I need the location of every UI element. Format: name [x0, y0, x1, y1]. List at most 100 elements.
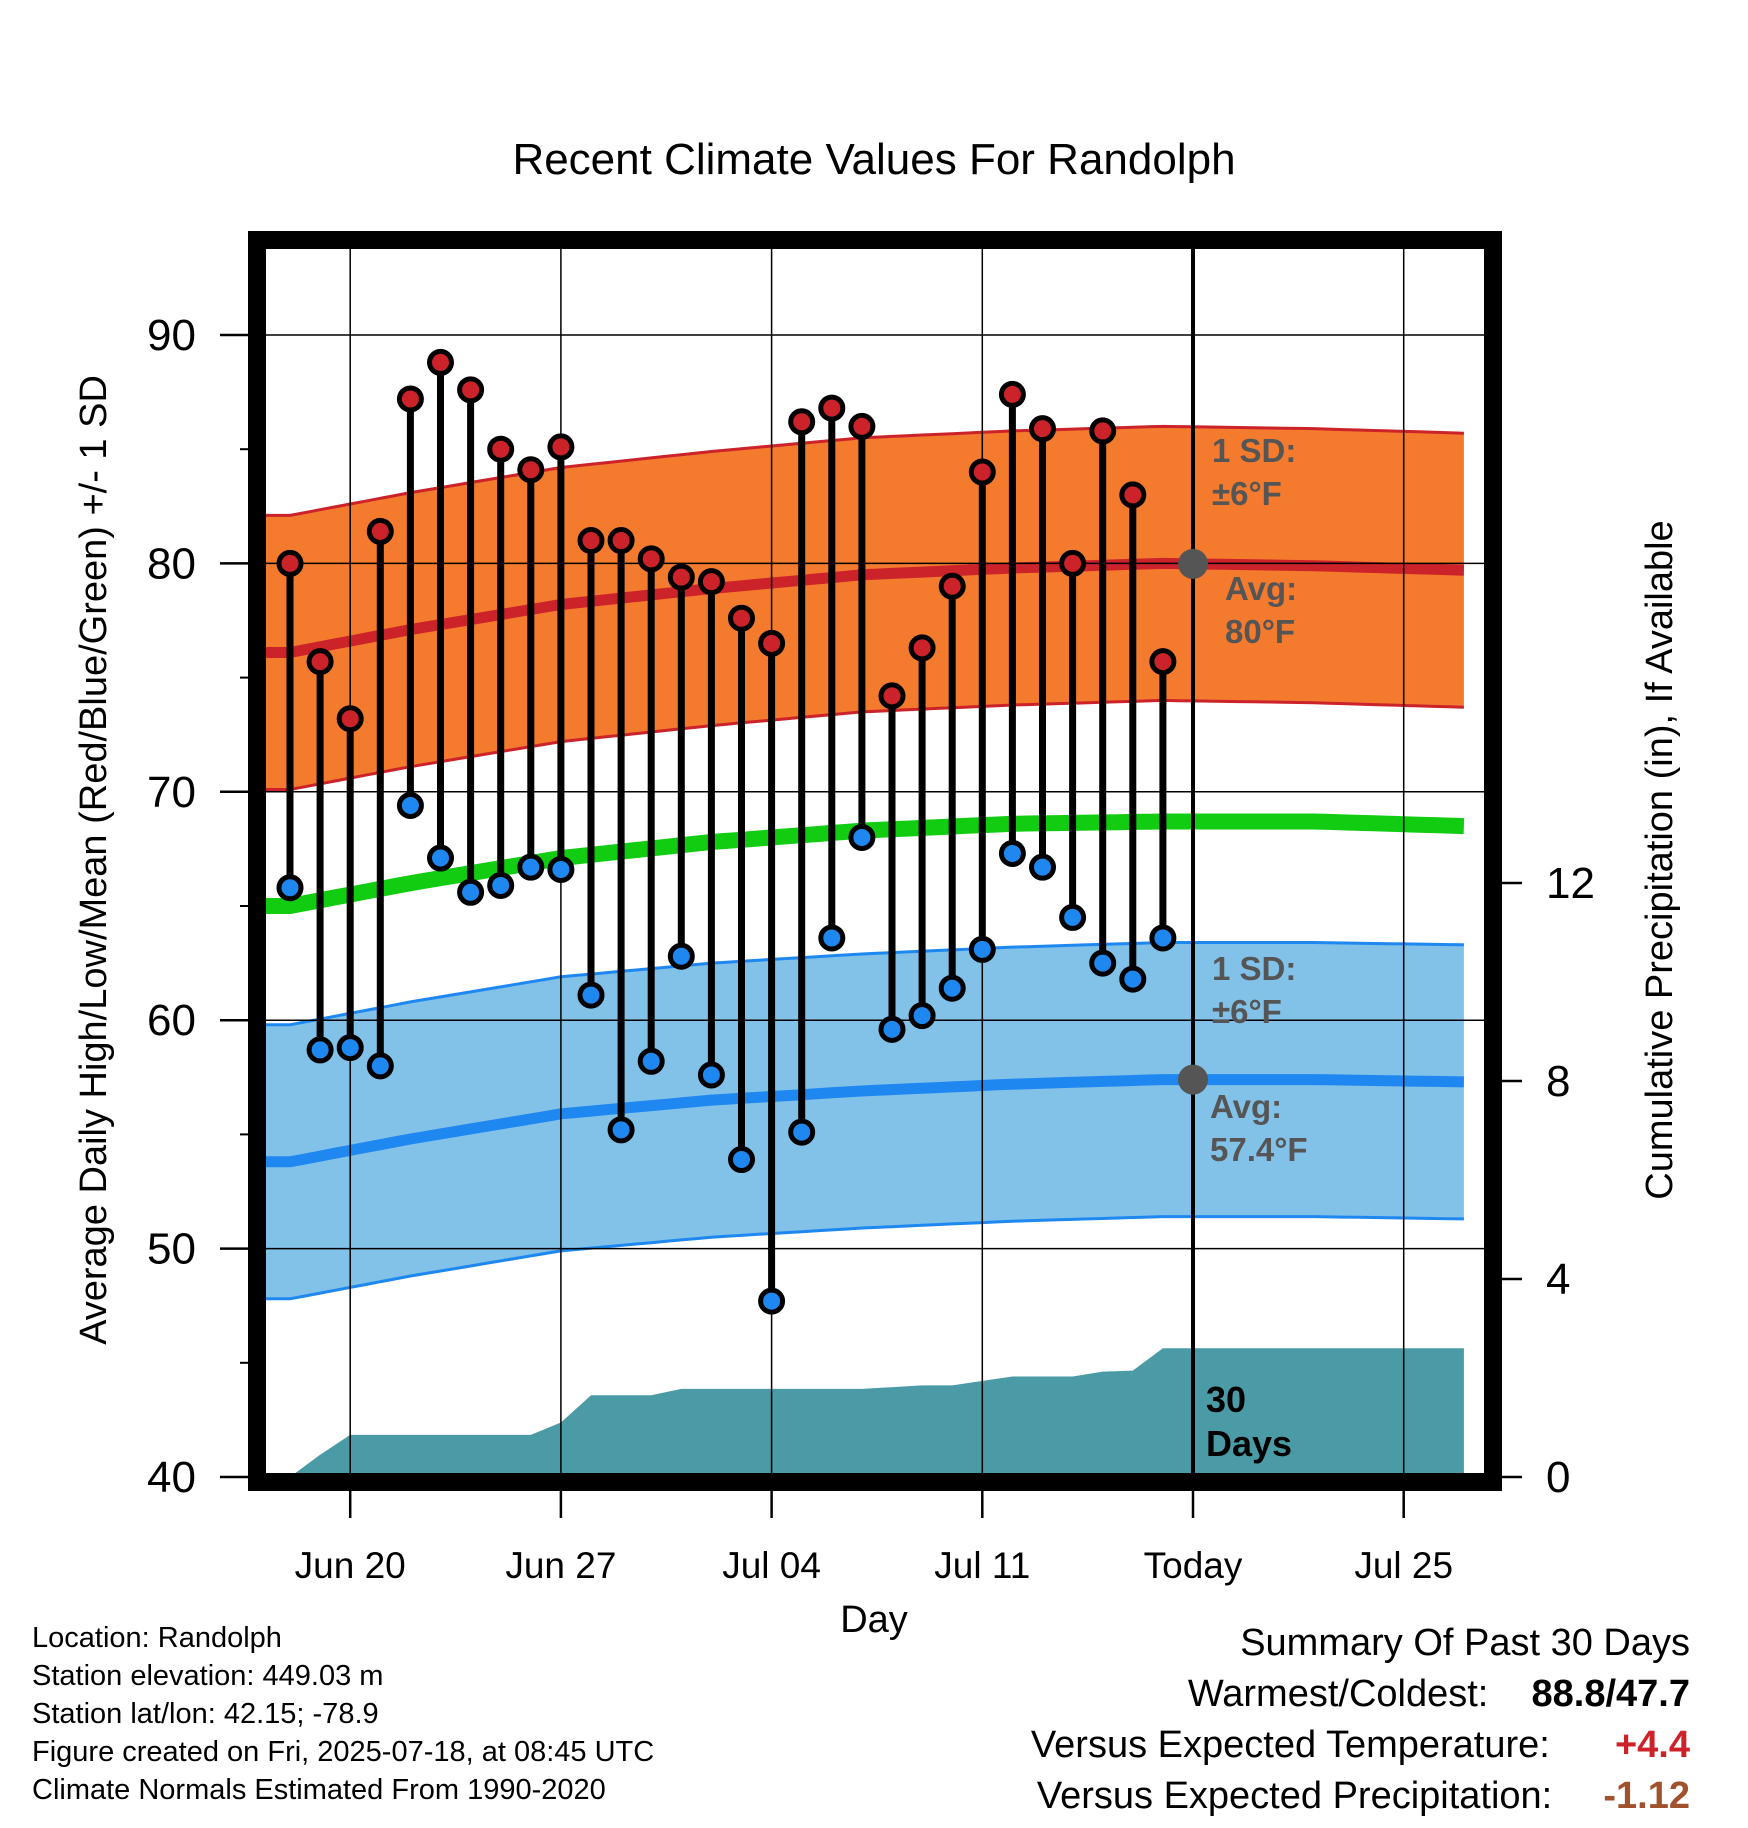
daily-low-point [547, 855, 575, 883]
annotation-high-sd-value: ±6°F [1212, 475, 1282, 512]
daily-high-point [276, 549, 304, 577]
daily-low-point [818, 924, 846, 952]
daily-low-point [788, 1118, 816, 1146]
daily-high-point [968, 458, 996, 486]
y-left-tick-label: 80 [147, 539, 196, 588]
meta-latlon: Station lat/lon: 42.15; -78.9 [32, 1698, 379, 1730]
daily-high-point [998, 380, 1026, 408]
daily-high-point [667, 563, 695, 591]
plot-frame [248, 231, 1502, 1491]
daily-high-point [607, 527, 635, 555]
daily-high-point [1059, 549, 1087, 577]
x-tick-label: Jul 04 [722, 1545, 821, 1586]
daily-low-point [667, 942, 695, 970]
daily-low-point [306, 1036, 334, 1064]
daily-high-point [908, 634, 936, 662]
daily-low-point [1149, 924, 1177, 952]
daily-low-point [427, 844, 454, 872]
y-left-tick-label: 60 [147, 996, 196, 1045]
summary-slash: / [1605, 1673, 1617, 1715]
summary-precipitation: Versus Expected Precipitation: -1.12 [1037, 1775, 1690, 1818]
x-tick-label: Jun 27 [505, 1545, 616, 1586]
y-left-tick-label: 40 [147, 1453, 196, 1502]
daily-low-point [366, 1052, 394, 1080]
summary-warmest: 88.8 [1531, 1673, 1606, 1715]
y-left-axis-label: Average Daily High/Low/Mean (Red/Blue/Gr… [73, 375, 115, 1345]
summary-coldest: 47.7 [1616, 1673, 1690, 1715]
daily-high-point [487, 435, 515, 463]
daily-low-point [577, 981, 605, 1009]
daily-high-point [758, 629, 786, 657]
daily-high-point [697, 568, 725, 596]
summary-temperature: Versus Expected Temperature: +4.4 [1031, 1724, 1690, 1767]
daily-high-point [366, 517, 394, 545]
daily-low-point [697, 1061, 725, 1089]
y-right-tick-label: 0 [1546, 1453, 1570, 1502]
daily-low-point [848, 823, 876, 851]
meta-elevation: Station elevation: 449.03 m [32, 1660, 384, 1692]
daily-low-point [396, 792, 424, 820]
summary-title: Summary Of Past 30 Days [1240, 1622, 1690, 1664]
daily-high-point [637, 545, 665, 573]
y-left-tick-label: 50 [147, 1225, 196, 1274]
daily-low-point [938, 974, 966, 1002]
precipitation-area [290, 1348, 1464, 1477]
meta-created: Figure created on Fri, 2025-07-18, at 08… [32, 1736, 655, 1768]
daily-high-point [336, 705, 364, 733]
daily-low-point [637, 1047, 665, 1075]
daily-high-point [396, 385, 424, 413]
y-right-tick-label: 8 [1546, 1057, 1570, 1106]
daily-low-point [758, 1287, 786, 1315]
daily-high-point [427, 348, 454, 376]
summary-temp-value: +4.4 [1614, 1724, 1690, 1766]
daily-high-point [1119, 481, 1147, 509]
daily-low-point [728, 1146, 755, 1174]
daily-low-point [1119, 965, 1147, 993]
annotation-high-avg-value: 80°F [1225, 613, 1295, 650]
daily-high-point [788, 408, 816, 436]
daily-high-point [1149, 648, 1177, 676]
daily-high-point [517, 456, 545, 484]
annotation-low-sd-value: ±6°F [1212, 993, 1282, 1030]
daily-low-point [607, 1116, 635, 1144]
summary-precip-value: -1.12 [1603, 1775, 1690, 1817]
summary-warm-cold: Warmest/Coldest: 88.8/47.7 [1188, 1673, 1690, 1716]
summary-warm-cold-label: Warmest/Coldest: [1187, 1673, 1489, 1715]
daily-low-point [908, 1002, 936, 1030]
daily-low-point [998, 839, 1026, 867]
x-tick-label: Jun 20 [295, 1545, 406, 1586]
daily-low-point [1029, 853, 1056, 881]
annotation-low-sd: 1 SD: [1212, 950, 1296, 987]
normal-low-line [262, 1074, 1465, 1168]
daily-low-point [1089, 949, 1117, 977]
daily-high-point [306, 648, 334, 676]
daily-low-point [336, 1034, 364, 1062]
y-right-tick-label: 12 [1546, 859, 1595, 908]
daily-low-point [487, 871, 515, 899]
annotation-period-number: 30 [1206, 1379, 1246, 1420]
daily-high-point [1089, 417, 1117, 445]
daily-low-point [1059, 903, 1087, 931]
low-sd-upper-line [262, 941, 1464, 1027]
annotation-high-avg: Avg: [1225, 570, 1297, 607]
low-sd-band [262, 942, 1464, 1299]
daily-low-point [517, 853, 545, 881]
x-tick-label: Jul 25 [1354, 1545, 1453, 1586]
daily-low-point [276, 874, 304, 902]
daily-high-point [457, 376, 485, 404]
today-normal-low-marker [1178, 1064, 1208, 1095]
x-tick-label: Today [1144, 1545, 1243, 1586]
meta-normals: Climate Normals Estimated From 1990-2020 [32, 1774, 606, 1806]
daily-low-point [968, 935, 996, 963]
daily-high-point [547, 433, 575, 461]
y-right-tick-label: 4 [1546, 1255, 1570, 1304]
annotation-low-avg-value: 57.4°F [1210, 1131, 1308, 1168]
x-axis-label: Day [840, 1599, 908, 1641]
daily-high-point [577, 527, 605, 555]
y-right-axis-label: Cumulative Precipitation (in), If Availa… [1639, 520, 1681, 1199]
today-normal-high-marker [1178, 548, 1208, 579]
daily-high-point [878, 682, 906, 710]
daily-low-point [878, 1015, 906, 1043]
low-sd-lower-line [262, 1215, 1464, 1301]
